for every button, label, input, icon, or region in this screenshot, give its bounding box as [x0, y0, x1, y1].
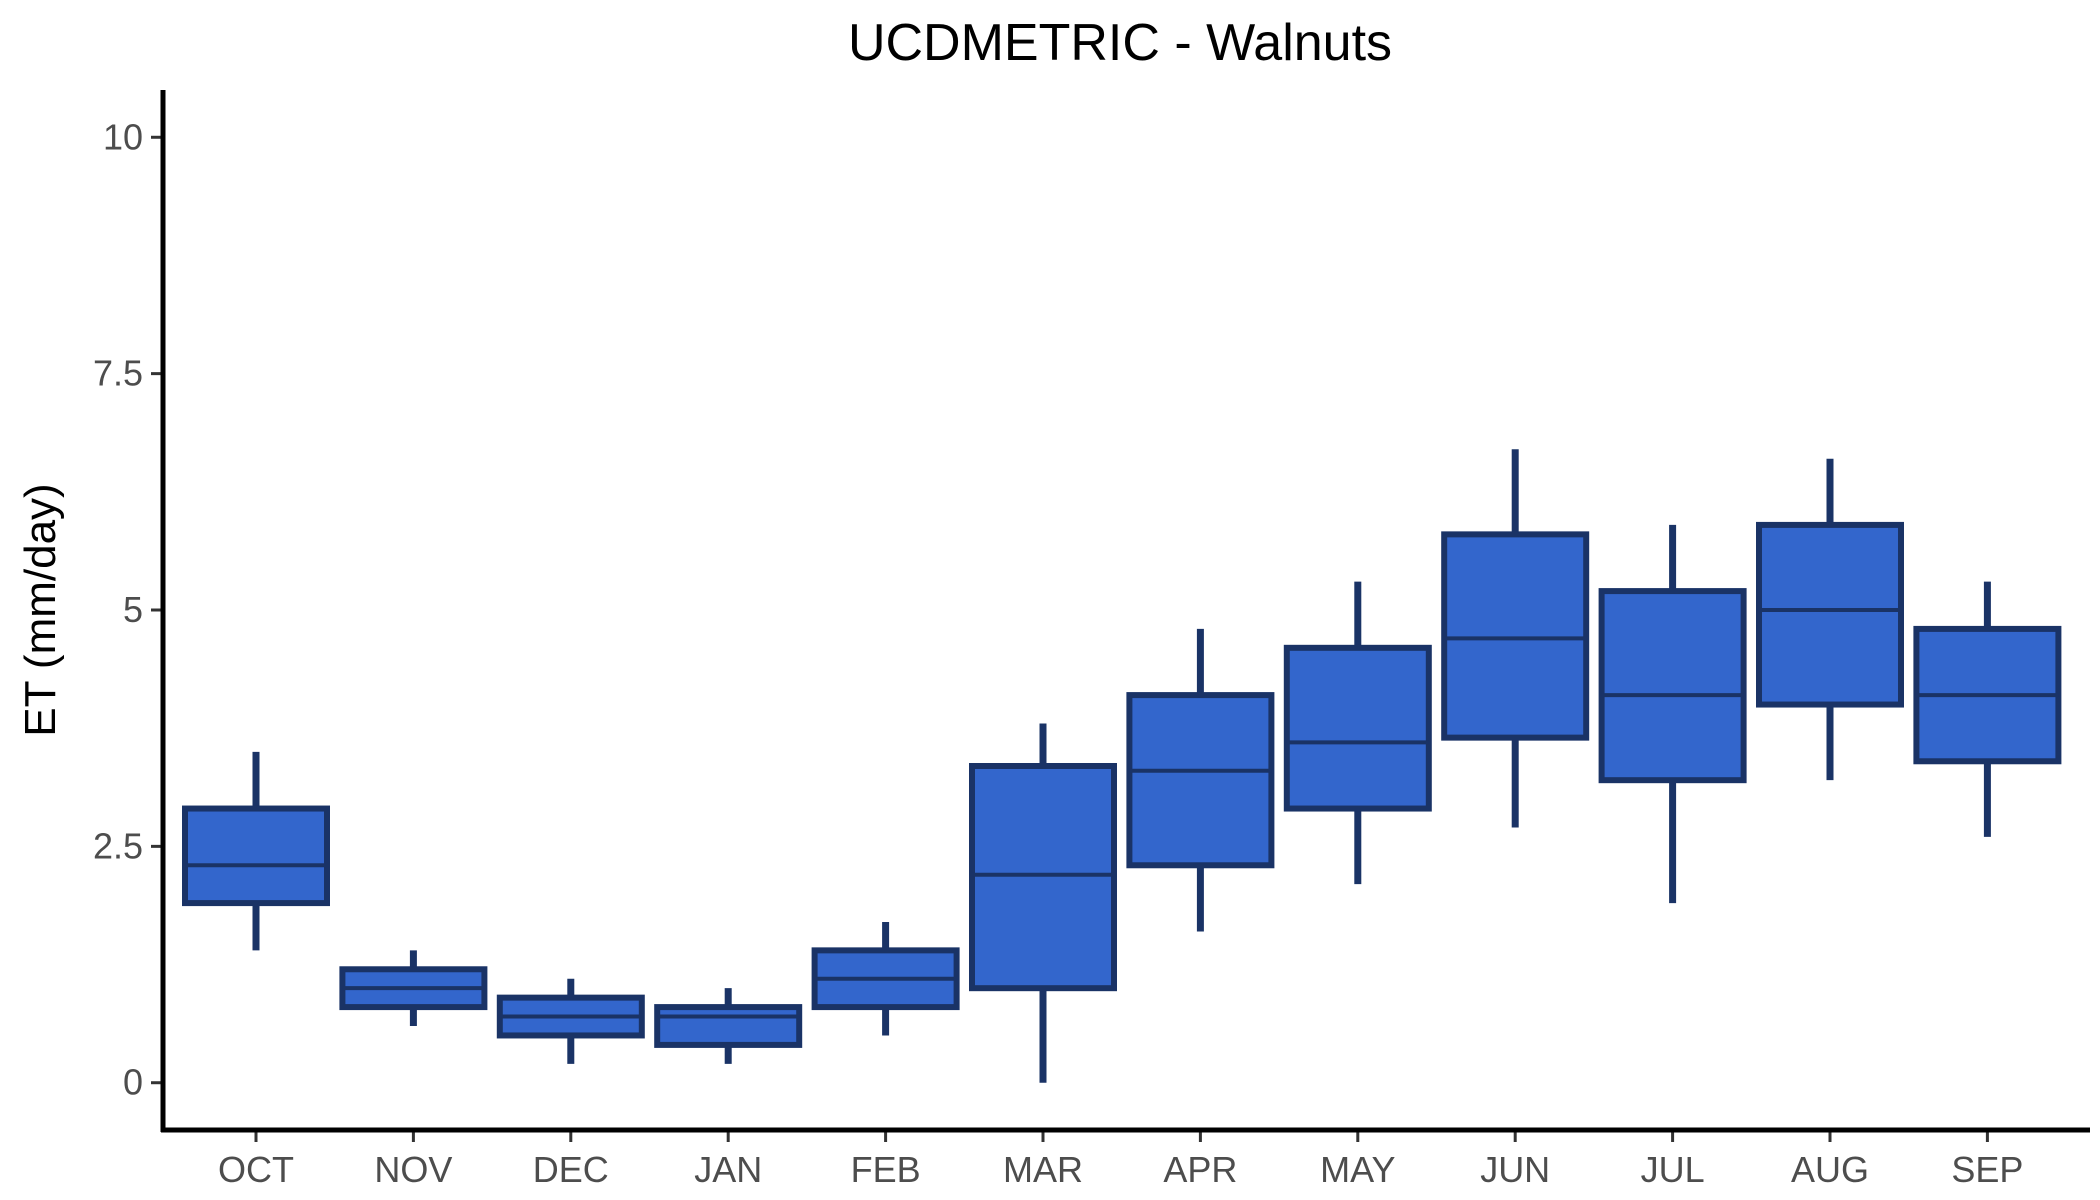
y-tick-label: 2.5	[93, 825, 143, 866]
box-jan	[654, 988, 803, 1064]
x-tick-label: JUL	[1641, 1149, 1705, 1190]
box-jul	[1598, 524, 1747, 904]
x-tick-label: DEC	[533, 1149, 609, 1190]
box-iqr	[1756, 521, 1904, 708]
chart-title: UCDMETRIC - Walnuts	[848, 14, 1392, 72]
x-tick-label: MAY	[1320, 1149, 1395, 1190]
box-mar	[969, 723, 1117, 1083]
box-iqr	[1283, 644, 1432, 812]
x-axis-ticks: OCT NOV DEC JAN FEB MAR APR MAY JUN JUL AUG SEP	[218, 1130, 2023, 1190]
box-jun	[1441, 449, 1590, 828]
box-iqr	[1126, 692, 1275, 869]
box-series	[182, 449, 2062, 1083]
x-tick-label: NOV	[374, 1149, 452, 1190]
box-dec	[496, 978, 645, 1064]
box-nov	[339, 950, 488, 1026]
box-apr	[1126, 628, 1275, 932]
box-feb	[811, 922, 960, 1036]
x-tick-label: JAN	[694, 1149, 762, 1190]
y-tick-label: 7.5	[93, 353, 143, 394]
box-aug	[1756, 458, 1904, 781]
y-axis-label: ET (mm/day)	[16, 483, 65, 736]
box-iqr	[969, 763, 1117, 992]
x-tick-label: OCT	[218, 1149, 294, 1190]
x-tick-label: MAR	[1003, 1149, 1083, 1190]
x-tick-label: JUN	[1480, 1149, 1550, 1190]
box-iqr	[182, 805, 330, 907]
y-tick-label: 0	[123, 1062, 143, 1103]
y-axis-ticks: 0 2.5 5 7.5 10	[93, 116, 163, 1103]
box-iqr	[1598, 588, 1747, 784]
x-tick-label: APR	[1163, 1149, 1237, 1190]
x-tick-label: AUG	[1791, 1149, 1869, 1190]
box-iqr	[654, 1004, 803, 1048]
x-tick-label: SEP	[1951, 1149, 2023, 1190]
box-sep	[1913, 581, 2062, 837]
box-may	[1283, 581, 1432, 885]
box-iqr	[1441, 531, 1590, 741]
y-tick-label: 10	[103, 116, 143, 157]
x-tick-label: FEB	[851, 1149, 921, 1190]
box-oct	[182, 751, 330, 951]
y-tick-label: 5	[123, 589, 143, 630]
